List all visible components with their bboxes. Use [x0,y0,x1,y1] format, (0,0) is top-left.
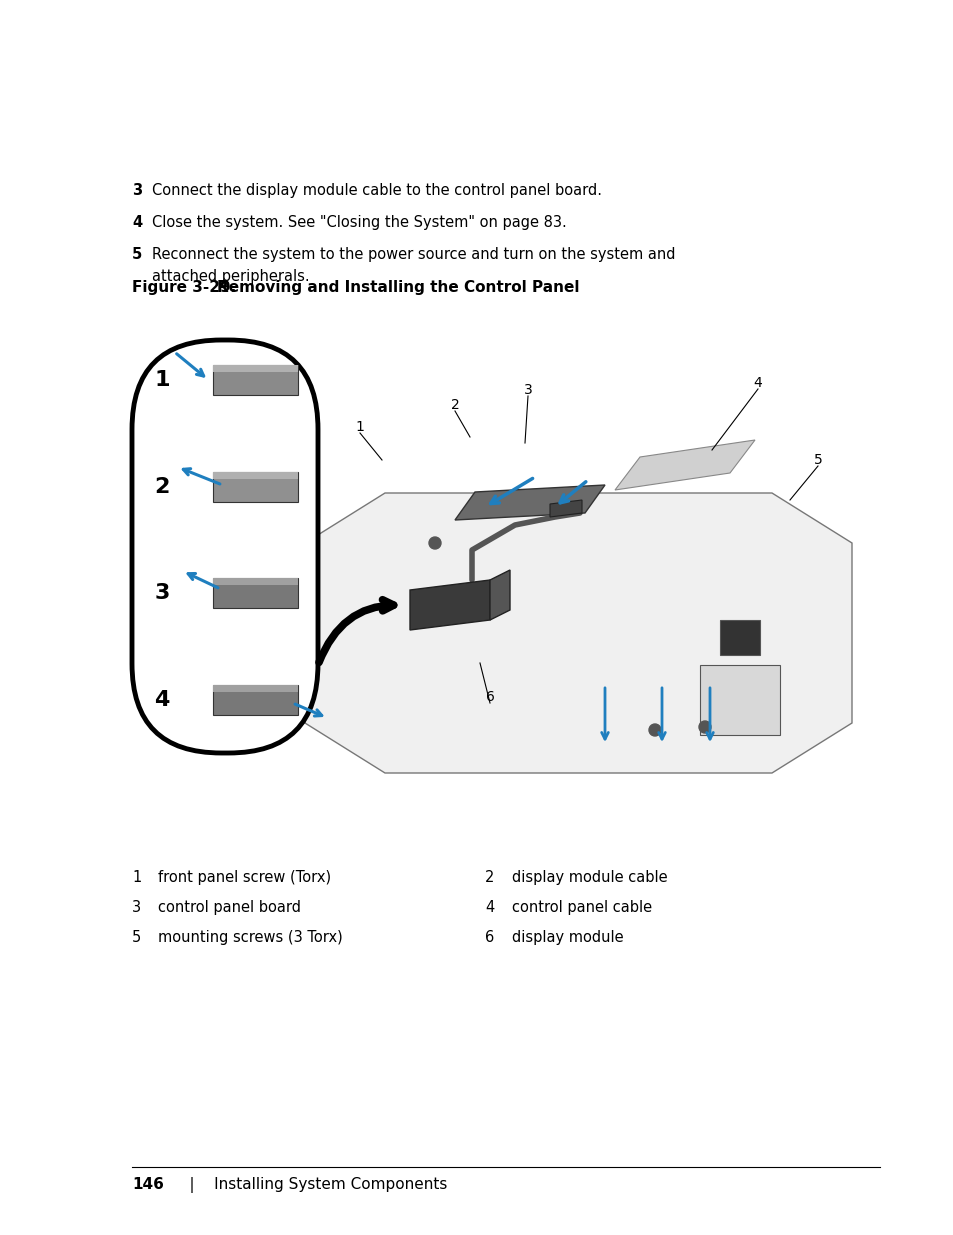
Text: 4: 4 [132,215,142,230]
Text: 3: 3 [132,183,142,198]
Polygon shape [410,580,490,630]
Text: 2: 2 [450,398,459,412]
Text: mounting screws (3 Torx): mounting screws (3 Torx) [158,930,342,945]
Text: |    Installing System Components: | Installing System Components [170,1177,447,1193]
Text: 5: 5 [132,247,142,262]
Text: display module: display module [512,930,623,945]
FancyBboxPatch shape [132,340,317,753]
Polygon shape [615,440,754,490]
Bar [213,685,297,715]
Text: control panel board: control panel board [158,900,301,915]
Bar [213,685,297,692]
Polygon shape [455,485,604,520]
Text: 4: 4 [154,690,170,710]
Text: Reconnect the system to the power source and turn on the system and: Reconnect the system to the power source… [152,247,675,262]
Text: attached peripherals.: attached peripherals. [152,269,310,284]
Text: control panel cable: control panel cable [512,900,652,915]
Text: 4: 4 [484,900,494,915]
Bar [213,366,297,395]
Polygon shape [305,493,851,773]
Polygon shape [490,571,510,620]
Text: 3: 3 [154,583,170,603]
Text: Close the system. See "Closing the System" on page 83.: Close the system. See "Closing the Syste… [152,215,566,230]
Polygon shape [550,500,581,517]
Text: 4: 4 [753,375,761,390]
Bar [213,578,297,585]
Text: 6: 6 [484,930,494,945]
Bar [720,620,760,655]
Text: 3: 3 [523,383,532,396]
Text: 2: 2 [484,869,494,885]
Bar [700,664,780,735]
Circle shape [648,724,660,736]
Text: 2: 2 [154,477,170,496]
Text: 1: 1 [154,370,170,390]
Circle shape [699,721,710,734]
Bar [213,578,297,608]
Circle shape [429,537,440,550]
Text: 3: 3 [132,900,141,915]
Bar [213,366,297,372]
Text: 1: 1 [132,869,141,885]
Text: 5: 5 [132,930,141,945]
Text: Removing and Installing the Control Panel: Removing and Installing the Control Pane… [216,280,578,295]
Text: 6: 6 [485,690,494,704]
Bar [213,472,297,501]
Text: Figure 3-29.: Figure 3-29. [132,280,236,295]
Bar [213,472,297,479]
Text: Connect the display module cable to the control panel board.: Connect the display module cable to the … [152,183,601,198]
Text: 1: 1 [355,420,364,433]
Text: 146: 146 [132,1177,164,1192]
Text: 5: 5 [813,453,821,467]
Text: front panel screw (Torx): front panel screw (Torx) [158,869,331,885]
Text: display module cable: display module cable [512,869,667,885]
